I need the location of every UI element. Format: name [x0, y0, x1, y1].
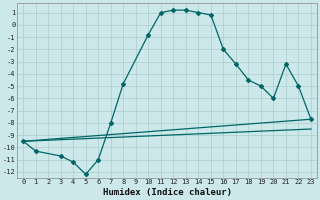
X-axis label: Humidex (Indice chaleur): Humidex (Indice chaleur) — [103, 188, 232, 197]
